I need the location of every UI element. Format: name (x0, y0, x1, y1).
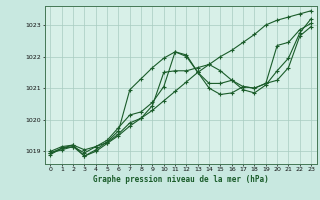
X-axis label: Graphe pression niveau de la mer (hPa): Graphe pression niveau de la mer (hPa) (93, 175, 269, 184)
